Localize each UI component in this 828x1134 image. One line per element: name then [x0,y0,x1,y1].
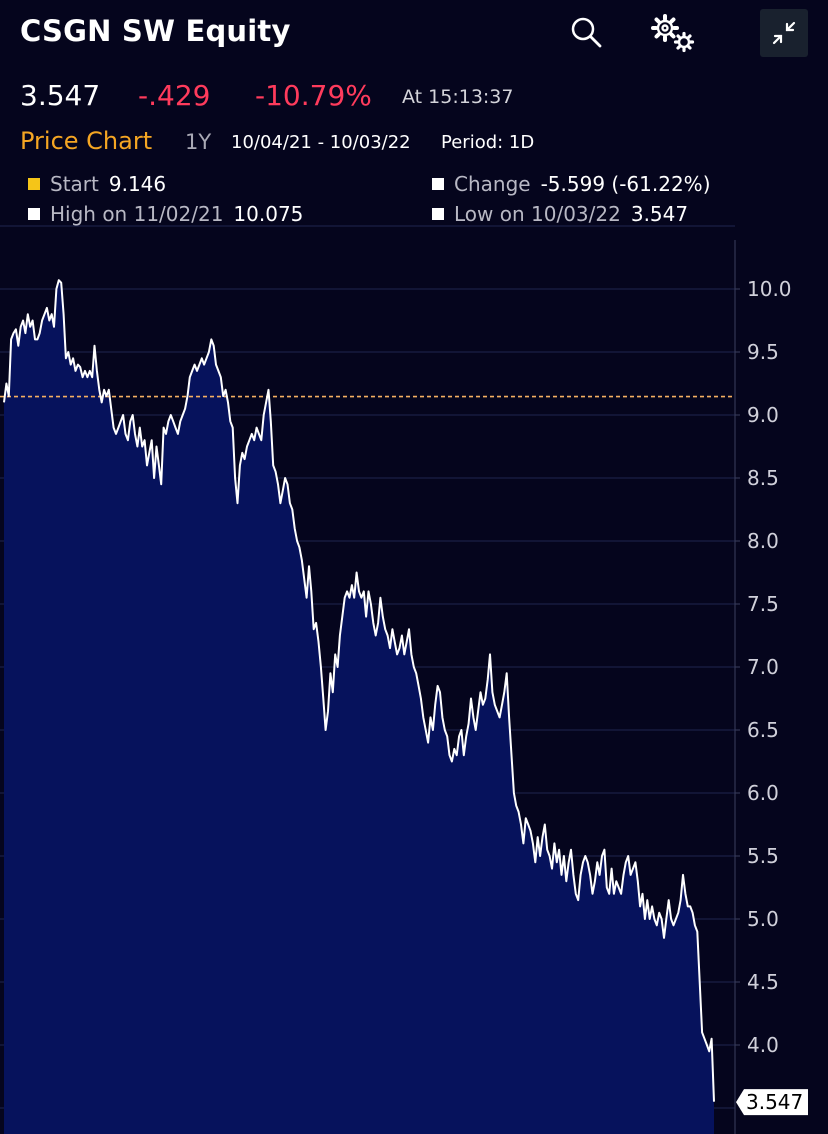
y-tick-label: 8.5 [747,466,779,490]
price-line [3,279,715,1102]
y-tick-label: 7.5 [747,592,779,616]
gears-icon[interactable] [648,12,700,54]
range-selector[interactable]: 1Y [185,130,212,154]
date-range: 10/04/21 - 10/03/22 [231,132,411,153]
y-tick-label: 4.5 [747,970,779,994]
high-label: High on 11/02/21 [50,202,224,226]
y-tick-label: 5.5 [747,844,779,868]
y-tick-label: 6.5 [747,718,779,742]
price-chart-title: Price Chart [20,127,153,155]
last-value-text: 3.547 [746,1090,803,1114]
high-stat: High on 11/02/21 10.075 [28,202,303,226]
low-stat: Low on 10/03/22 3.547 [432,202,688,226]
collapse-icon[interactable] [760,9,808,57]
y-tick-label: 5.0 [747,907,779,931]
price-change: -.429 [138,79,211,112]
start-stat: Start 9.146 [28,172,166,196]
change-stat: Change -5.599 (-61.22%) [432,172,711,196]
last-value-tag [736,1089,808,1116]
quote-time: At 15:13:37 [402,86,514,108]
last-price: 3.547 [20,79,101,112]
start-label: Start [50,172,99,196]
y-tick-label: 10.0 [747,277,792,301]
change-marker [432,178,444,190]
change-label: Change [454,172,531,196]
y-tick-label: 9.5 [747,340,779,364]
y-tick-label: 9.0 [747,403,779,427]
start-value: 9.146 [108,172,167,196]
change-value: -5.599 (-61.22%) [540,172,711,196]
y-tick-label: 4.0 [747,1033,779,1057]
start-marker [28,178,40,190]
period-selector[interactable]: Period: 1D [441,132,535,153]
high-marker [28,208,40,220]
price-area [4,280,714,1134]
price-change-percent: -10.79% [255,79,372,112]
y-tick-label: 7.0 [747,655,779,679]
last-value-label: 3.547 [736,1089,808,1116]
low-value: 3.547 [630,202,689,226]
low-marker [432,208,444,220]
low-label: Low on 10/03/22 [454,202,621,226]
security-title: CSGN SW Equity [20,14,291,48]
high-value: 10.075 [233,202,304,226]
y-tick-label: 6.0 [747,781,779,805]
y-axis-ticks: 10.0 9.5 9.0 8.5 8.0 7.5 7.0 6.5 6.0 5.5 5.0 4.5 4.0 [735,277,792,1057]
y-tick-label: 8.0 [747,529,779,553]
search-icon[interactable] [568,14,604,50]
